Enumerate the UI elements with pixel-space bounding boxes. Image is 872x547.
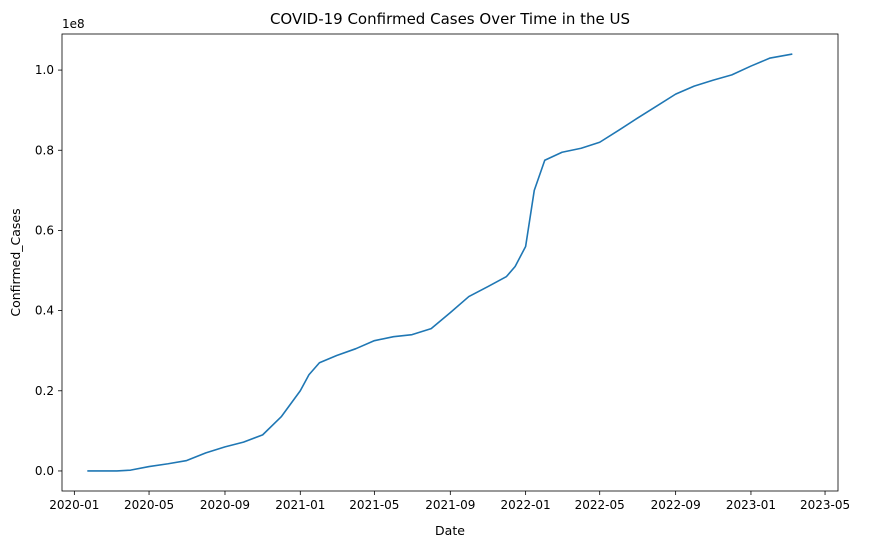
- x-tick-label: 2020-05: [124, 498, 174, 512]
- x-tick-label: 2022-01: [501, 498, 551, 512]
- series-layer: [87, 53, 793, 472]
- y-tick-label: 0.4: [35, 304, 54, 318]
- y-tick-label: 1.0: [35, 63, 54, 77]
- y-axis: 0.0 0.2 0.4 0.6 0.8 1.0: [35, 63, 62, 478]
- x-tick-label: 2023-01: [726, 498, 776, 512]
- y-tick-label: 0.2: [35, 384, 54, 398]
- x-tick-label: 2022-05: [575, 498, 625, 512]
- x-axis: 2020-01 2020-05 2020-09 2021-01 2021-05 2021-…: [49, 491, 850, 512]
- x-tick-label: 2021-01: [275, 498, 325, 512]
- x-axis-label: Date: [435, 523, 465, 538]
- y-tick-label: 0.6: [35, 223, 54, 237]
- x-tick-label: 2023-05: [800, 498, 850, 512]
- x-tick-label: 2020-01: [49, 498, 99, 512]
- series-line: [87, 53, 793, 472]
- x-tick-label: 2022-09: [651, 498, 701, 512]
- y-offset-label: 1e8: [62, 17, 85, 31]
- x-tick-label: 2020-09: [200, 498, 250, 512]
- plot-frame: [61, 33, 839, 492]
- axes-frame: [61, 33, 839, 492]
- chart-title: COVID-19 Confirmed Cases Over Time in th…: [270, 10, 630, 28]
- y-tick-label: 0.8: [35, 143, 54, 157]
- x-tick-label: 2021-05: [349, 498, 399, 512]
- y-axis-label: Confirmed_Cases: [8, 208, 23, 316]
- y-tick-label: 0.0: [35, 464, 54, 478]
- x-tick-label: 2021-09: [425, 498, 475, 512]
